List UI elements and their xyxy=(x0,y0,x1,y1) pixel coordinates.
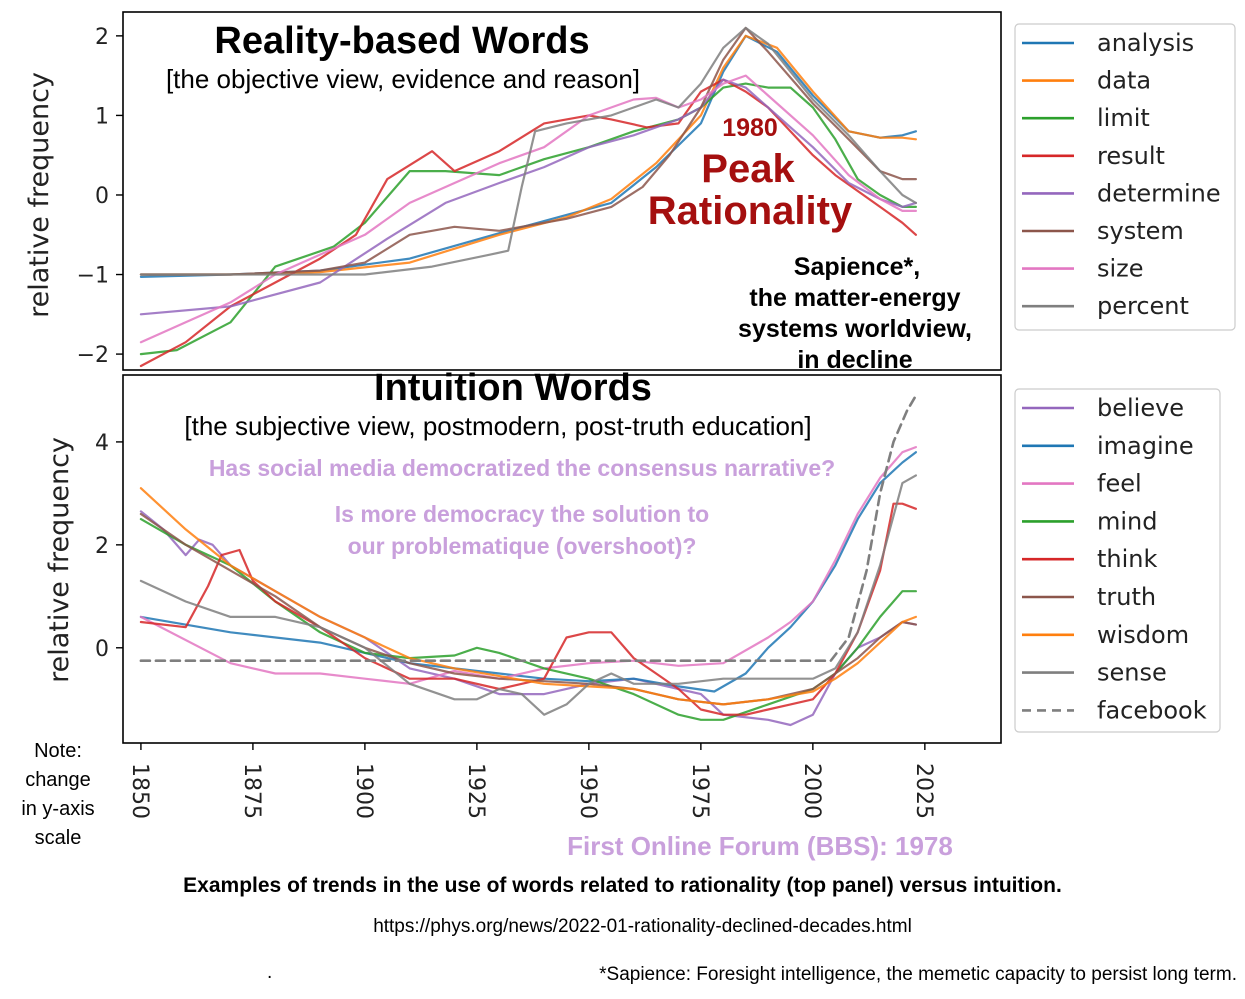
top-plot-frame xyxy=(122,11,1002,371)
bottom-series-lines xyxy=(139,394,918,727)
note-line2: change xyxy=(25,769,91,791)
top-legend: analysis data limit result determine system si… xyxy=(1022,29,1221,320)
sapience-line1: Sapience*, xyxy=(794,253,920,281)
series-line-sense xyxy=(139,474,917,716)
legend-label-imagine: imagine xyxy=(1097,432,1194,460)
legend-label-system: system xyxy=(1097,217,1184,245)
xtick-label: 1875 xyxy=(239,763,264,819)
bbs-annotation: First Online Forum (BBS): 1978 xyxy=(567,831,953,861)
series-line-determine xyxy=(139,78,917,316)
sapience-line2: the matter-energy xyxy=(749,284,960,312)
series-line-size xyxy=(139,74,917,344)
question-social-media: Has social media democratized the consen… xyxy=(209,455,835,481)
legend-label-believe: believe xyxy=(1097,394,1184,422)
legend-label-result: result xyxy=(1097,142,1165,170)
bottom-panel: 0 2 4 1850 1875 1900 1925 1950 1975 2000 2025 rel… xyxy=(44,374,1002,819)
xtick-label: 1950 xyxy=(575,763,600,819)
legend-label-think: think xyxy=(1097,545,1158,573)
figure-caption: Examples of trends in the use of words r… xyxy=(183,874,1062,897)
source-url[interactable]: https://phys.org/news/2022-01-rationalit… xyxy=(373,916,912,937)
sapience-line3: systems worldview, xyxy=(738,315,972,343)
bottom-y-ticks: 0 2 4 xyxy=(95,431,123,662)
bottom-ytick-label: 4 xyxy=(95,431,109,456)
note-line3: in y-axis xyxy=(21,798,94,820)
question-democracy-line2: our problematique (overshoot)? xyxy=(348,533,697,559)
series-line-mind xyxy=(139,518,917,721)
xtick-label: 1975 xyxy=(687,763,712,819)
series-line-imagine xyxy=(139,451,917,693)
bottom-legend: believe imagine feel mind think truth wisdom se… xyxy=(1022,394,1207,724)
legend-label-determine: determine xyxy=(1097,179,1221,207)
top-subtitle: [the objective view, evidence and reason… xyxy=(166,64,640,94)
top-panel: −2 −1 0 1 2 relative frequency xyxy=(24,11,1002,371)
legend-label-wisdom: wisdom xyxy=(1097,621,1189,649)
legend-label-sense: sense xyxy=(1097,659,1167,687)
top-series-lines xyxy=(139,26,917,368)
legend-label-facebook: facebook xyxy=(1097,696,1207,724)
top-ytick-label: −2 xyxy=(77,343,109,368)
series-line-system xyxy=(139,26,917,276)
xtick-label: 2000 xyxy=(799,763,824,819)
legend-label-size: size xyxy=(1097,255,1144,283)
bottom-subtitle: [the subjective view, postmodern, post-t… xyxy=(184,411,811,441)
note-line1: Note: xyxy=(34,740,82,762)
top-ytick-label: 0 xyxy=(95,184,109,209)
legend-label-feel: feel xyxy=(1097,470,1142,498)
note-line4: scale xyxy=(35,827,82,849)
series-line-wisdom xyxy=(139,487,917,706)
legend-label-percent: percent xyxy=(1097,292,1189,320)
sapience-line4: in decline xyxy=(797,346,912,374)
bottom-title: Intuition Words xyxy=(374,367,652,409)
legend-label-mind: mind xyxy=(1097,507,1158,535)
series-line-result xyxy=(139,78,917,368)
xtick-label: 2025 xyxy=(911,763,936,819)
bottom-plot-frame xyxy=(122,374,1002,744)
top-legend-box xyxy=(1014,23,1236,331)
legend-label-truth: truth xyxy=(1097,583,1156,611)
top-y-ticks: −2 −1 0 1 2 xyxy=(77,25,123,368)
top-y-axis-label: relative frequency xyxy=(24,72,55,318)
series-line-percent xyxy=(139,26,917,276)
top-title: Reality-based Words xyxy=(214,20,589,62)
series-line-data xyxy=(139,34,917,276)
x-axis-ticks: 1850 1875 1900 1925 1950 1975 2000 2025 xyxy=(127,743,936,819)
legend-label-limit: limit xyxy=(1097,104,1150,132)
bottom-ytick-label: 2 xyxy=(95,534,109,559)
top-ytick-label: −1 xyxy=(77,264,109,289)
xtick-label: 1850 xyxy=(127,763,152,819)
peak-year: 1980 xyxy=(722,114,778,142)
bottom-ytick-label: 0 xyxy=(95,637,109,662)
top-ytick-label: 2 xyxy=(95,25,109,50)
footnote: *Sapience: Foresight intelligence, the m… xyxy=(599,964,1237,985)
question-democracy-line1: Is more democracy the solution to xyxy=(335,501,709,527)
stray-dot: . xyxy=(267,962,273,983)
top-ytick-label: 1 xyxy=(95,104,109,129)
series-line-facebook xyxy=(139,394,918,662)
peak-label-line1: Peak xyxy=(701,147,795,191)
bottom-y-axis-label: relative frequency xyxy=(44,437,75,683)
xtick-label: 1900 xyxy=(351,763,376,819)
legend-label-data: data xyxy=(1097,67,1151,95)
bottom-legend-box xyxy=(1014,388,1221,733)
legend-label-analysis: analysis xyxy=(1097,29,1194,57)
xtick-label: 1925 xyxy=(463,763,488,819)
annotations: Reality-based Words [the objective view,… xyxy=(21,20,972,861)
series-line-feel xyxy=(139,446,917,685)
peak-label-line2: Rationality xyxy=(648,189,853,233)
